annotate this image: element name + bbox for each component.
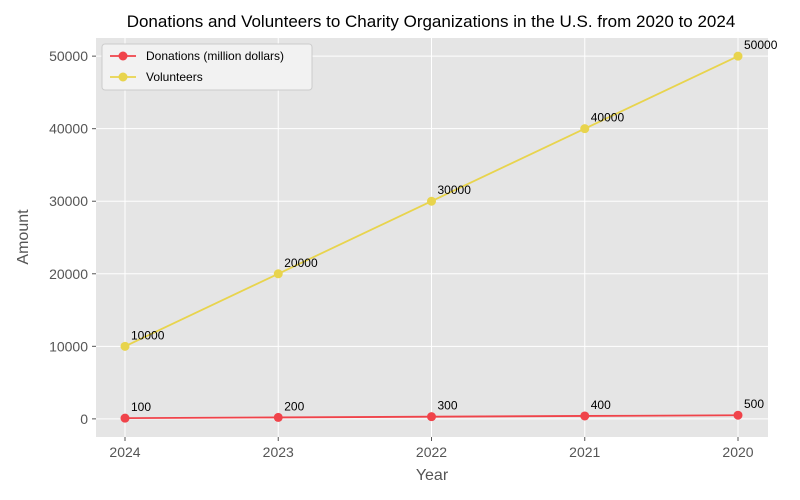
- data-point: [580, 411, 590, 421]
- series-lines: 100 200 300 400 500 10000 20000 30000 40000 50000: [120, 38, 778, 423]
- legend: Donations (million dollars) Volunteers: [101, 43, 313, 91]
- data-point: [427, 412, 436, 422]
- y-axis-label: Amount: [15, 209, 32, 265]
- data-point: [580, 124, 590, 134]
- legend-label: Volunteers: [146, 70, 203, 84]
- data-label: 30000: [438, 183, 472, 197]
- data-label: 20000: [284, 256, 318, 270]
- y-tick-label: 0: [80, 411, 88, 427]
- x-tick-label: 2020: [722, 444, 753, 460]
- data-label: 400: [591, 398, 611, 412]
- data-point: [427, 196, 436, 206]
- y-tick-label: 10000: [49, 338, 88, 354]
- x-tick-label: 2021: [569, 444, 600, 460]
- y-tick-label: 50000: [49, 48, 88, 64]
- y-tick-label: 20000: [49, 266, 88, 282]
- legend-marker: [118, 72, 128, 82]
- data-point: [733, 410, 743, 420]
- data-point: [120, 413, 130, 423]
- gridlines: [96, 38, 768, 437]
- data-label: 200: [284, 399, 304, 413]
- y-axis-ticks: 0 10000 20000 30000 40000 50000: [49, 48, 96, 427]
- chart-title: Donations and Volunteers to Charity Orga…: [127, 12, 736, 31]
- data-label: 500: [744, 397, 764, 411]
- data-point: [273, 269, 283, 279]
- data-label: 10000: [131, 328, 165, 342]
- y-tick-label: 40000: [49, 121, 88, 137]
- x-axis-label: Year: [416, 467, 449, 484]
- y-tick-label: 30000: [49, 193, 88, 209]
- data-label: 300: [438, 399, 458, 413]
- data-label: 40000: [591, 111, 625, 125]
- legend-label: Donations (million dollars): [146, 49, 284, 63]
- data-point: [733, 51, 743, 61]
- data-label: 100: [131, 400, 151, 414]
- data-label: 50000: [744, 38, 778, 52]
- x-tick-label: 2023: [263, 444, 294, 460]
- data-point: [120, 341, 130, 351]
- legend-marker: [118, 51, 128, 61]
- legend-box: [101, 43, 313, 91]
- x-tick-label: 2024: [109, 444, 140, 460]
- x-tick-label: 2022: [416, 444, 447, 460]
- x-axis-ticks: 2024 2023 2022 2021 2020: [109, 437, 754, 460]
- data-point: [273, 412, 283, 422]
